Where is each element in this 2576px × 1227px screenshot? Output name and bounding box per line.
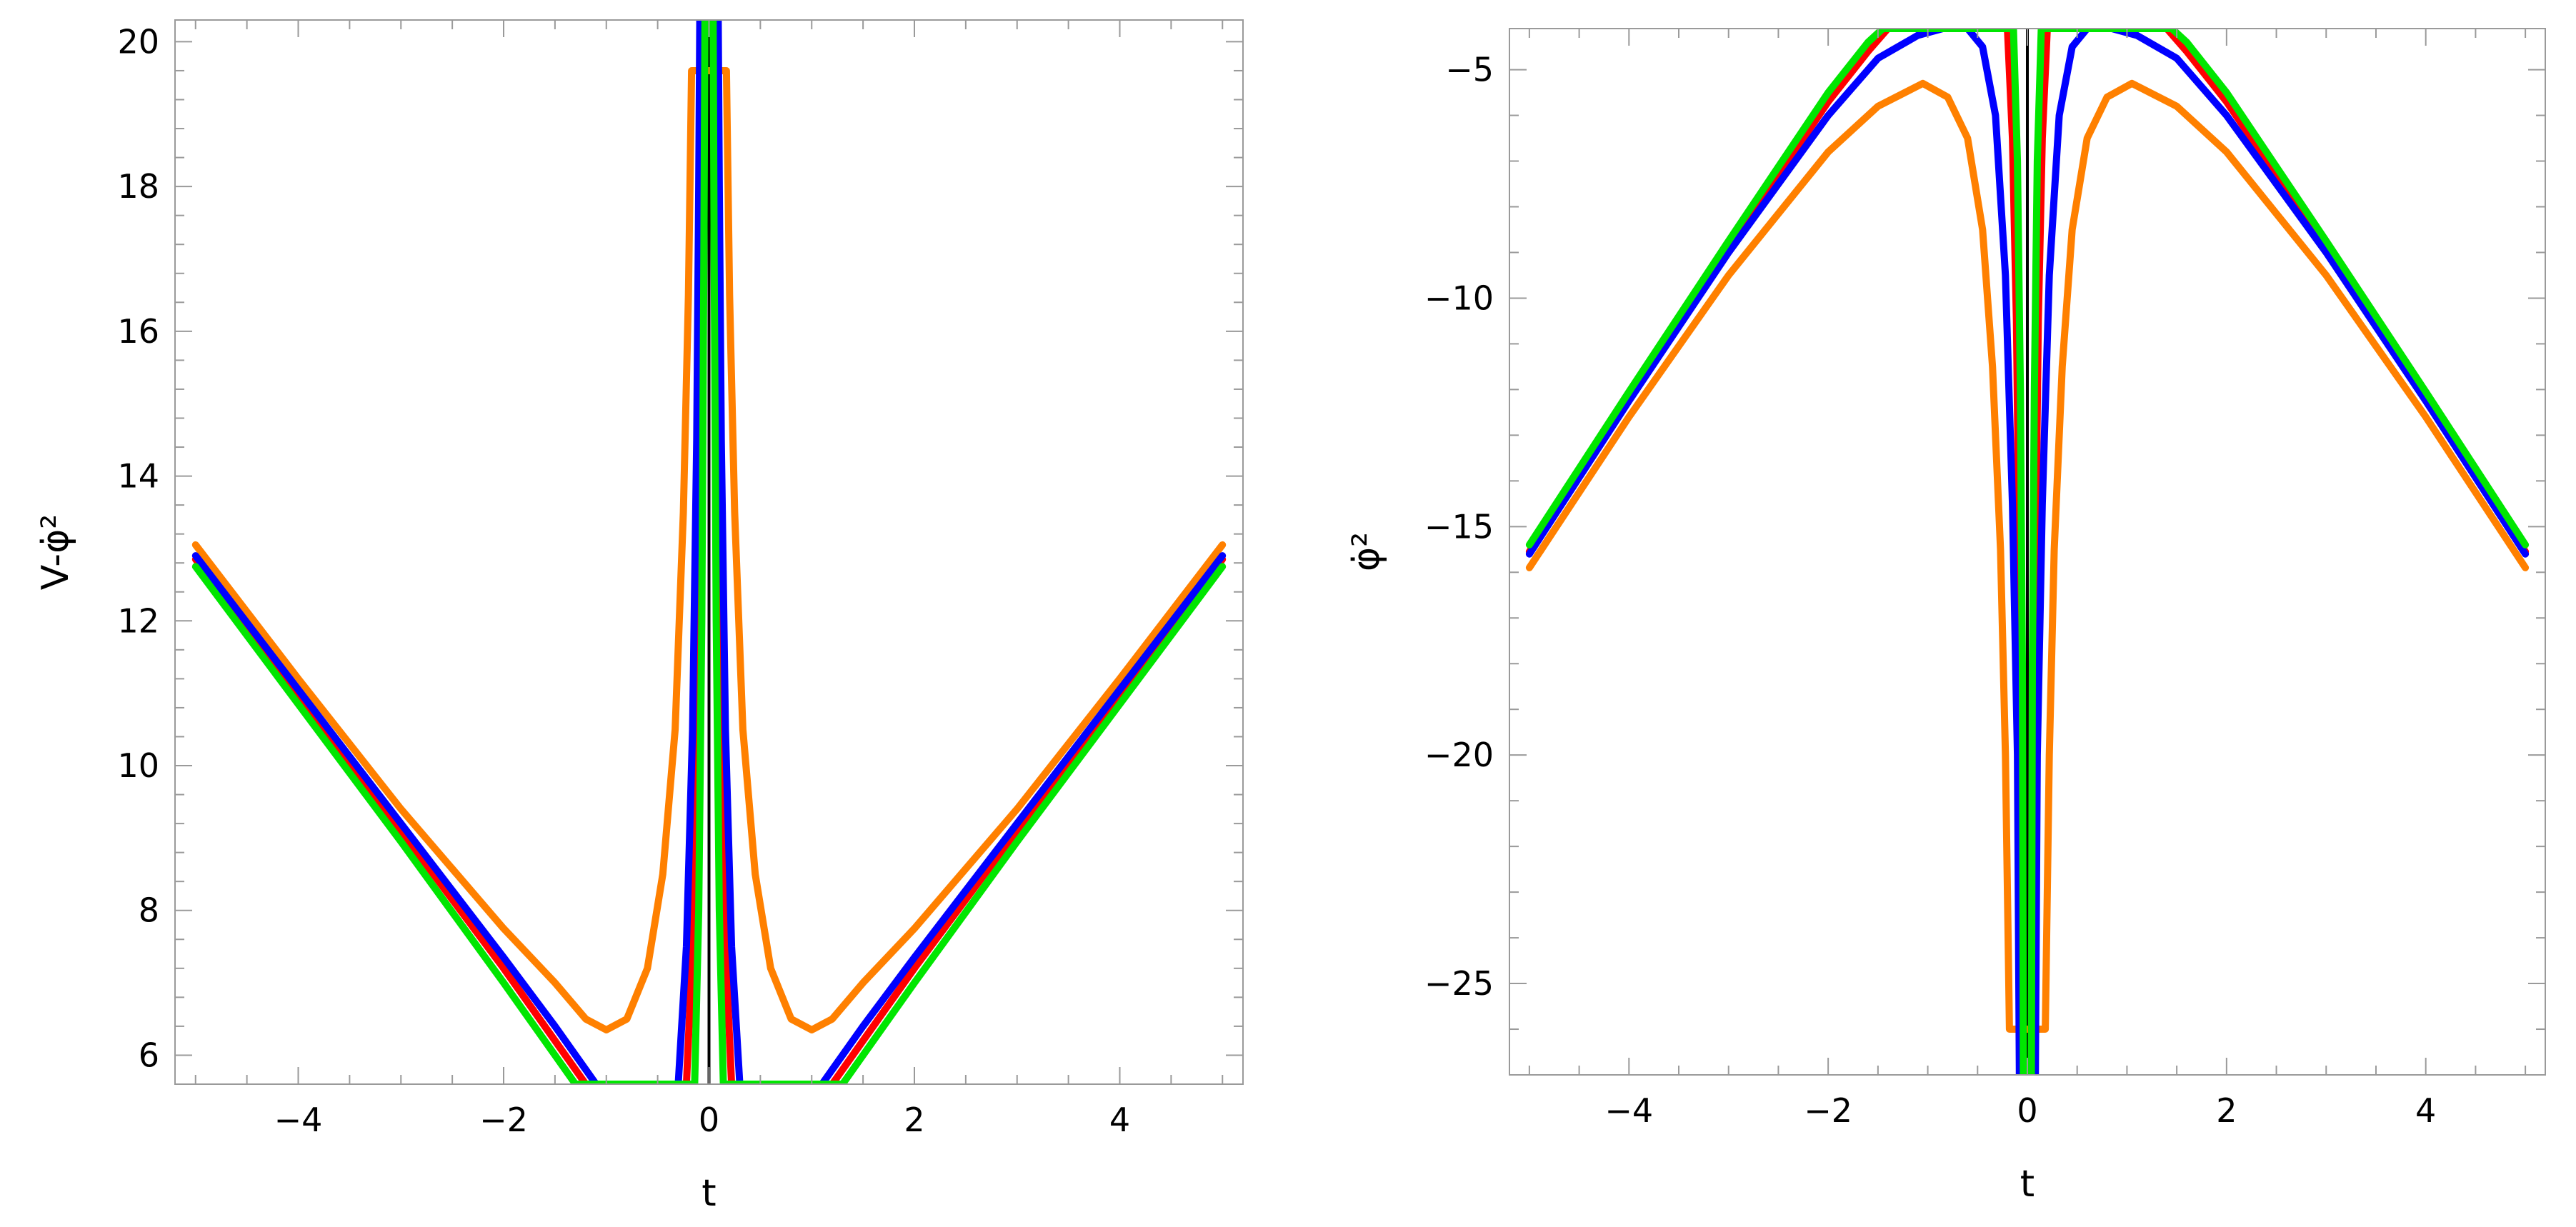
right-x-tick-label: 4 [2415, 1091, 2436, 1130]
right-series-4-line [1525, 29, 2530, 1075]
right-series-3-line [1525, 29, 2530, 1075]
left-series-3-line [191, 20, 1227, 1084]
right-x-tick-label: −2 [1804, 1091, 1852, 1130]
left-y-tick-label: 10 [117, 746, 159, 785]
left-y-tick-label: 8 [139, 891, 159, 930]
left-y-tick-label: 12 [117, 601, 159, 640]
left-x-axis-label: t [702, 1172, 716, 1215]
left-y-tick-label: 16 [117, 312, 159, 351]
left-y-tick-label: 6 [139, 1036, 159, 1074]
left-x-tick-label: 0 [699, 1101, 719, 1139]
right-y-tick-label: −10 [1424, 279, 1494, 317]
right-y-tick-label: −25 [1424, 964, 1494, 1003]
right-series-2-line [1525, 29, 2530, 1075]
left-y-tick-label: 14 [117, 457, 159, 496]
right-y-tick-label: −20 [1424, 736, 1494, 774]
left-y-tick-label: 18 [117, 167, 159, 206]
right-y-tick-label: −15 [1424, 507, 1494, 546]
left-series-1-line [191, 67, 1227, 1033]
left-x-tick-label: 2 [904, 1101, 924, 1139]
left-x-tick-label: −2 [479, 1101, 528, 1139]
right-y-tick-label: −5 [1445, 51, 1494, 89]
right-x-tick-label: −4 [1604, 1091, 1653, 1130]
right-x-tick-label: 0 [2017, 1091, 2037, 1130]
right-x-tick-label: 2 [2216, 1091, 2237, 1130]
left-series-4-line [191, 20, 1227, 1084]
right-plot-panel: −4 −2 0 2 4−5−10−15−20−25 t φ̇² [1345, 28, 2546, 1206]
right-y-axis-label: φ̇² [1345, 532, 1388, 571]
right-x-axis-label: t [2020, 1163, 2035, 1206]
left-series-2-line [191, 20, 1227, 1084]
left-y-axis-label: V-φ̇² [34, 514, 77, 590]
left-x-tick-label: −4 [274, 1101, 323, 1139]
right-series-1-line [1525, 79, 2530, 1033]
left-y-tick-label: 20 [117, 22, 159, 61]
left-plot-panel: −4 −2 0 2 4 6 8 10 12 14 16 18 20 t V-φ̇² [34, 19, 1244, 1215]
left-x-tick-label: 4 [1109, 1101, 1130, 1139]
